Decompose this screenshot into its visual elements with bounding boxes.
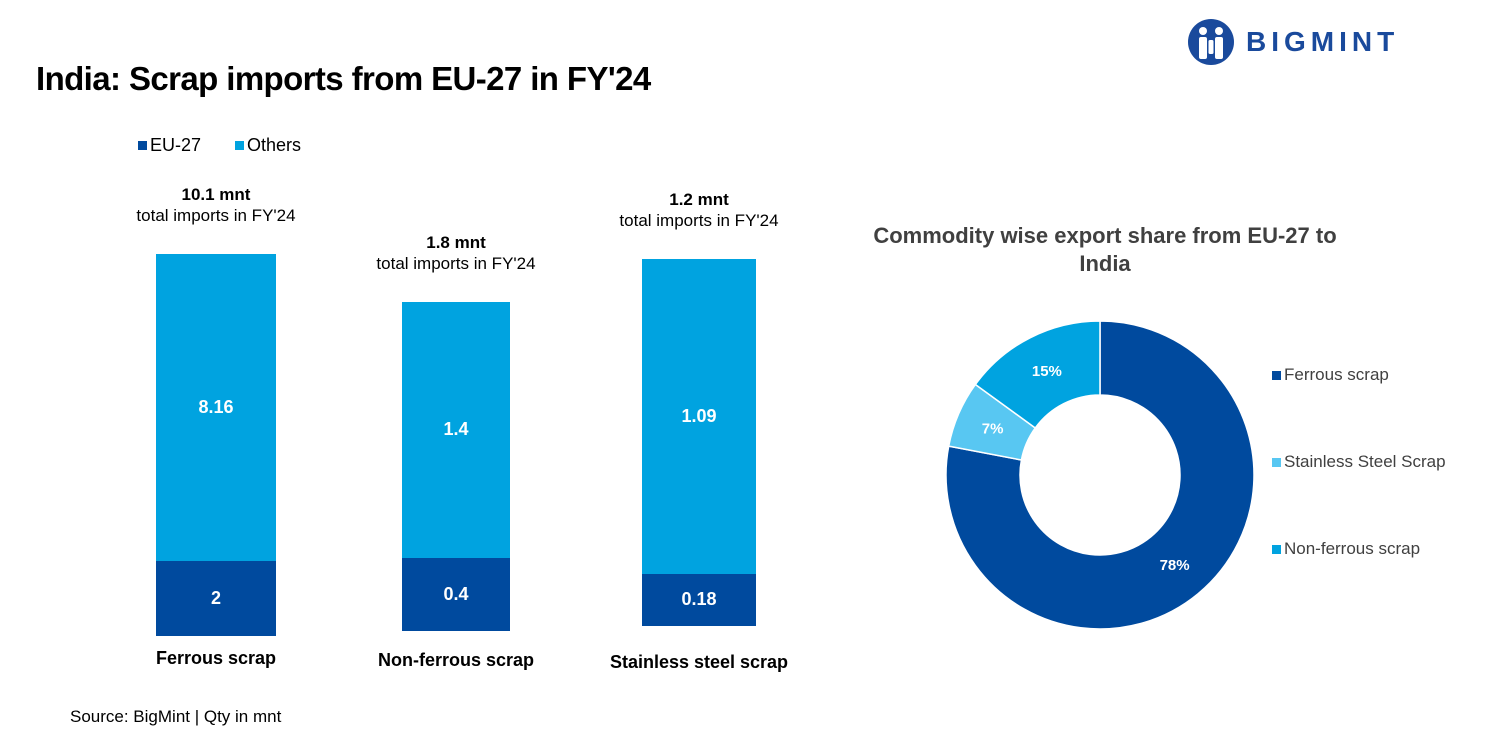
- bar-total-value: 1.8 mnt: [426, 233, 486, 252]
- bigmint-logo-icon: [1188, 19, 1234, 65]
- donut-slice: [974, 320, 1101, 430]
- bar-total-header: 10.1 mnt total imports in FY'24: [86, 184, 346, 226]
- category-label: Ferrous scrap: [155, 648, 277, 668]
- bar-segment-others: 8.16: [156, 254, 276, 561]
- donut-legend-item-stainless: Stainless Steel Scrap: [1272, 451, 1446, 473]
- bar-total-caption: total imports in FY'24: [376, 254, 536, 273]
- category-label: Stainless steel scrap: [609, 652, 789, 672]
- bar-total-caption: total imports in FY'24: [619, 211, 779, 230]
- bar-segment-eu27: 0.4: [402, 557, 510, 631]
- bar-total-header: 1.8 mnt total imports in FY'24: [326, 232, 586, 274]
- donut-slice: [945, 320, 1255, 630]
- donut-legend-swatch-ferrous: [1272, 370, 1281, 380]
- donut-legend-label-stainless: Stainless Steel Scrap: [1284, 452, 1446, 471]
- bar-total-value: 1.2 mnt: [669, 190, 729, 209]
- donut-legend-label-nonferrous: Non-ferrous scrap: [1284, 539, 1421, 558]
- bar-total-caption: total imports in FY'24: [136, 206, 296, 225]
- legend-swatch-eu27: [138, 141, 147, 150]
- legend-label-others: Others: [247, 135, 302, 155]
- category-label: Non-ferrous scrap: [377, 650, 535, 670]
- data-label-eu27: 0.4: [443, 583, 469, 604]
- donut-legend-label-ferrous: Ferrous scrap: [1284, 365, 1389, 384]
- donut-chart-legend: Ferrous scrap Stainless Steel Scrap Non-…: [1272, 364, 1446, 625]
- bigmint-logo: BIGMINT: [1186, 18, 1399, 66]
- data-label-eu27: 0.18: [681, 589, 717, 610]
- donut-legend-swatch-stainless: [1272, 457, 1281, 467]
- data-label-others: 1.09: [681, 405, 717, 426]
- data-label-others: 8.16: [198, 396, 234, 417]
- page-title: India: Scrap imports from EU-27 in FY'24: [36, 60, 651, 97]
- bar-segment-others: 1.09: [642, 259, 756, 574]
- donut-slice-label: 78%: [1160, 557, 1190, 574]
- donut-chart-title: Commodity wise export share from EU-27 t…: [873, 223, 1337, 276]
- bar-total-value: 10.1 mnt: [181, 185, 251, 204]
- bar-chart-legend: EU-27 Others: [138, 135, 335, 156]
- legend-label-eu27: EU-27: [150, 135, 202, 155]
- legend-swatch-others: [235, 141, 245, 150]
- bar-segment-eu27: 0.18: [642, 573, 756, 626]
- bar-segment-eu27: 2: [156, 560, 276, 636]
- donut-chart: 78% 7% 15%: [945, 320, 1255, 630]
- source-note: Source: BigMint | Qty in mnt: [70, 707, 282, 726]
- donut-legend-item-nonferrous: Non-ferrous scrap: [1272, 538, 1446, 560]
- data-label-others: 1.4: [443, 419, 469, 440]
- legend-item-others: Others: [235, 135, 301, 156]
- bar-segment-others: 1.4: [402, 302, 510, 558]
- donut-legend-item-ferrous: Ferrous scrap: [1272, 364, 1446, 386]
- donut-legend-swatch-nonferrous: [1272, 544, 1281, 554]
- data-label-eu27: 2: [210, 587, 221, 608]
- legend-item-eu27: EU-27: [138, 135, 201, 156]
- donut-slice-label: 15%: [1032, 363, 1062, 380]
- donut-slice-label: 7%: [982, 421, 1004, 438]
- bar-total-header: 1.2 mnt total imports in FY'24: [569, 189, 829, 231]
- logo-text: BIGMINT: [1246, 26, 1400, 57]
